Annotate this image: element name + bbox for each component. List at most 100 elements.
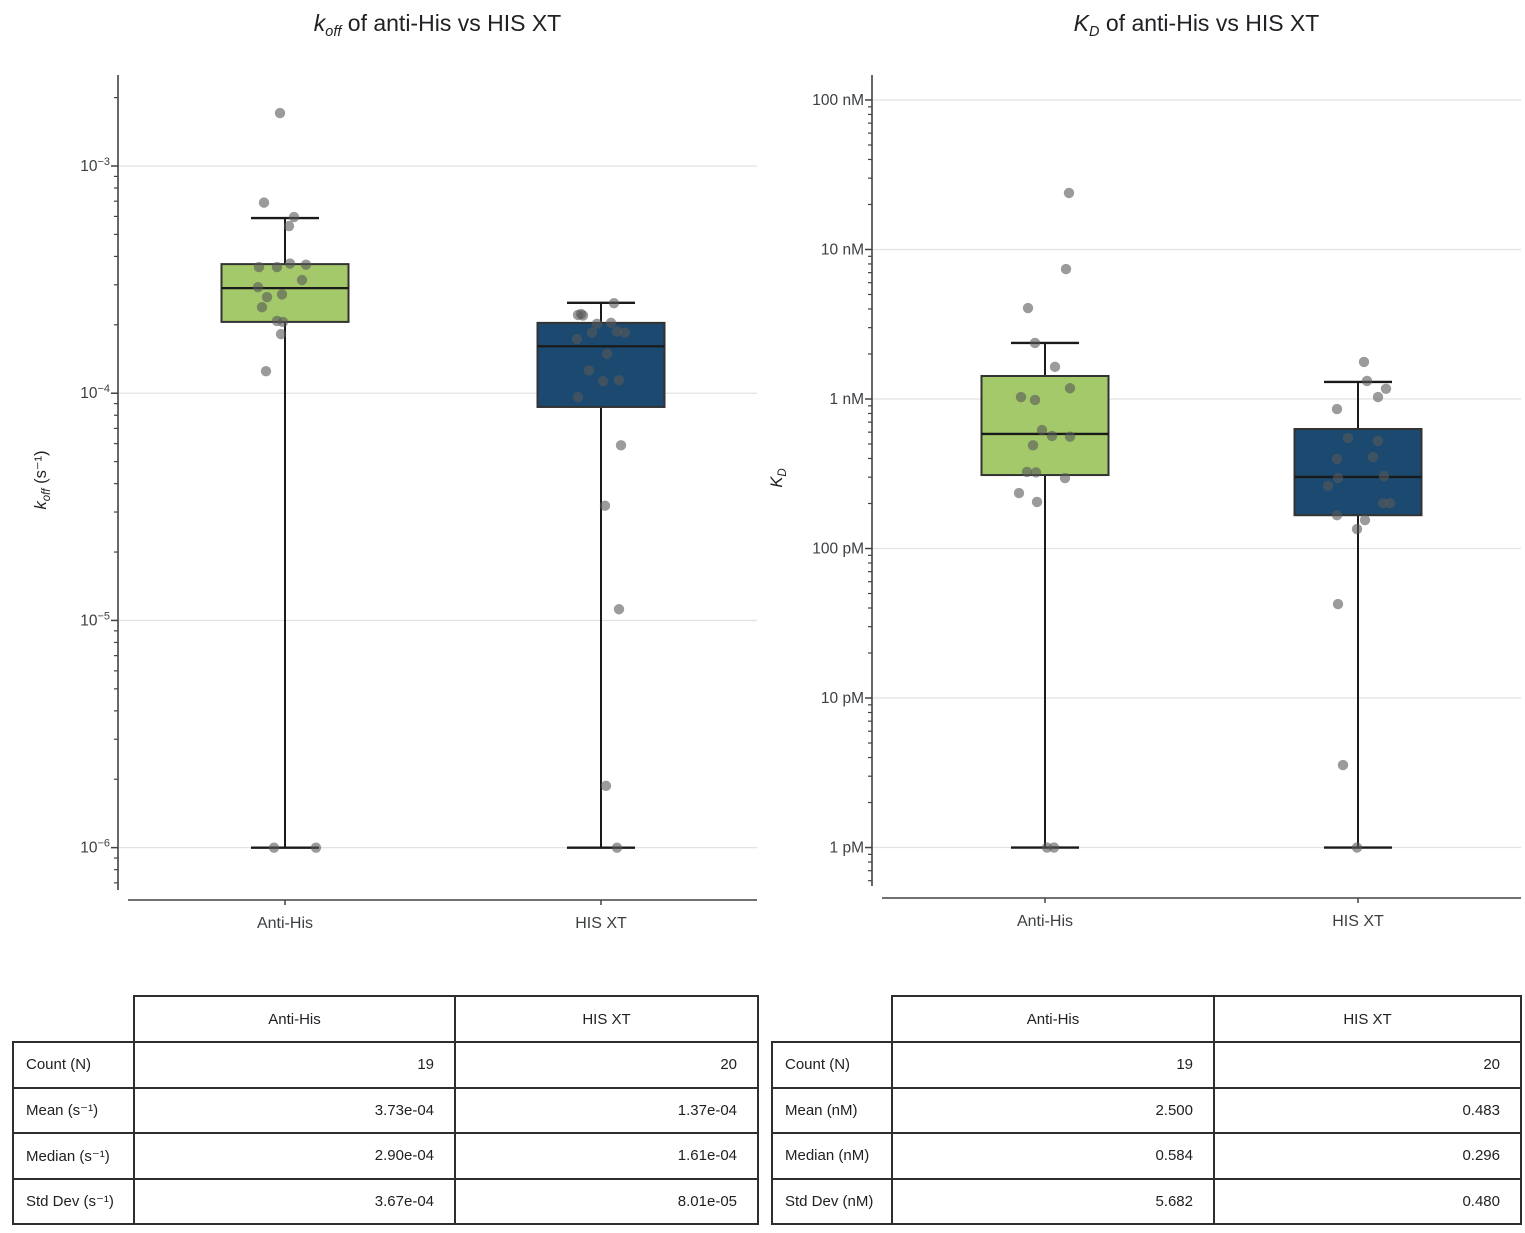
scatter-point	[1337, 759, 1349, 771]
y-tick-label: 10−4	[80, 383, 110, 402]
scatter-point	[597, 375, 609, 387]
scatter-point	[608, 297, 620, 309]
scatter-point	[613, 375, 625, 386]
value-cell: 1.61e-04	[454, 1132, 759, 1180]
y-tick-label: 1 nM	[830, 391, 864, 408]
row-label: Count (N)	[12, 1041, 135, 1089]
scatter-point	[1031, 496, 1043, 508]
y-tick-label: 100 nM	[812, 92, 864, 109]
scatter-point	[277, 316, 289, 328]
scatter-point	[1361, 375, 1373, 387]
scatter-point	[283, 220, 295, 232]
scatter-point	[611, 326, 623, 337]
scatter-point	[1049, 361, 1061, 373]
x-category-label: Anti-His	[257, 915, 313, 932]
scatter-point	[1046, 430, 1058, 442]
scatter-point	[571, 333, 583, 345]
scatter-point	[268, 842, 280, 853]
y-tick-label: 10 pM	[821, 690, 864, 707]
table-header-row: Anti-His HIS XT	[13, 995, 759, 1043]
table-row: Mean (s⁻¹) 3.73e-04 1.37e-04	[12, 1086, 759, 1134]
y-tick-label: 100 pM	[812, 541, 864, 558]
value-cell: 19	[891, 1041, 1215, 1089]
scatter-point	[300, 259, 312, 270]
x-category-label: HIS XT	[1332, 913, 1384, 930]
scatter-point	[619, 327, 631, 338]
scatter-point	[1331, 510, 1343, 521]
value-cell: 2.500	[891, 1086, 1215, 1134]
scatter-point	[599, 500, 611, 511]
scatter-point	[1036, 424, 1048, 436]
y-tick-label: 1 pM	[830, 840, 864, 857]
scatter-point	[1022, 302, 1034, 314]
scatter-point	[310, 842, 322, 853]
table-corner-blank	[772, 996, 892, 1042]
y-tick-label: 10−6	[80, 838, 110, 857]
koff-boxplot-chart: 10−3 10−4 10−5 10−6 Anti-His HIS XT koff of an…	[32, 10, 757, 932]
scatter-point	[1060, 263, 1072, 275]
scatter-point	[1384, 497, 1396, 509]
scatter-point	[275, 328, 287, 340]
scatter-point	[1015, 391, 1027, 403]
scatter-point	[1021, 466, 1033, 478]
scatter-point	[1342, 432, 1354, 444]
table-row: Median (s⁻¹) 2.90e-04 1.61e-04	[12, 1132, 759, 1180]
kd-stats-table: Anti-His HIS XT Count (N) 19 20 Mean (nM) 2.50…	[771, 995, 1522, 1225]
scatter-point	[572, 392, 584, 403]
value-cell: 8.01e-05	[454, 1177, 759, 1225]
value-cell: 20	[1213, 1041, 1522, 1089]
scatter-point	[1358, 356, 1370, 368]
table-row: Count (N) 19 20	[12, 1041, 759, 1089]
scatter-point	[1029, 337, 1041, 349]
value-cell: 3.73e-04	[133, 1086, 456, 1134]
chart-title: KD of anti-His vs HIS XT	[1074, 10, 1320, 40]
scatter-point	[1013, 487, 1025, 499]
x-category-label: HIS XT	[575, 915, 627, 932]
value-cell: 0.480	[1213, 1177, 1522, 1225]
value-cell: 5.682	[891, 1177, 1215, 1225]
scatter-point	[271, 261, 283, 273]
y-tick-label: 10 nM	[821, 241, 864, 258]
value-cell: 0.584	[891, 1132, 1215, 1180]
scatter-point	[613, 604, 625, 615]
scatter-point	[615, 440, 627, 451]
table-column-header: HIS XT	[1213, 995, 1522, 1043]
y-tick-label: 10−3	[80, 156, 110, 175]
table-corner-blank	[13, 996, 134, 1042]
kd-boxplot-chart: 100 nM 10 nM 1 nM 100 pM 10 pM 1 pM Anti-His HI…	[768, 10, 1521, 930]
scatter-point	[1030, 467, 1042, 478]
scatter-point	[253, 261, 265, 273]
scatter-point	[284, 258, 296, 269]
table-row: Count (N) 19 20	[771, 1041, 1522, 1089]
scatter-point	[258, 197, 270, 208]
scatter-point	[1029, 394, 1041, 406]
scatter-point	[1372, 435, 1384, 447]
scatter-point	[1359, 514, 1371, 526]
scatter-point	[1332, 472, 1344, 484]
value-cell: 19	[133, 1041, 456, 1089]
row-label: Median (s⁻¹)	[12, 1132, 135, 1180]
scatter-point	[1367, 451, 1379, 463]
scatter-point	[601, 348, 613, 360]
scatter-point	[288, 211, 300, 223]
scatter-point	[1064, 431, 1076, 442]
koff-stats-table: Anti-His HIS XT Count (N) 19 20 Mean (s⁻¹) 3.7…	[12, 995, 759, 1225]
table-column-header: HIS XT	[454, 995, 759, 1043]
scatter-point	[605, 317, 617, 329]
table-row: Median (nM) 0.584 0.296	[771, 1132, 1522, 1180]
scatter-point	[1059, 472, 1071, 484]
value-cell: 0.483	[1213, 1086, 1522, 1134]
scatter-point	[260, 366, 272, 377]
y-axis-label: KD	[768, 468, 789, 487]
scatter-point	[274, 107, 286, 119]
stats-table: Anti-His HIS XT Count (N) 19 20 Mean (nM) 2.50…	[771, 995, 1522, 1225]
row-label: Std Dev (s⁻¹)	[12, 1177, 135, 1225]
scatter-point	[1063, 187, 1075, 199]
scatter-point	[1064, 383, 1076, 394]
scatter-point	[591, 318, 603, 330]
scatter-point	[1380, 383, 1392, 395]
scatter-point	[583, 365, 595, 376]
table-row: Std Dev (nM) 5.682 0.480	[771, 1177, 1522, 1225]
box-his-xt	[536, 321, 666, 408]
scatter-point	[1027, 440, 1039, 451]
